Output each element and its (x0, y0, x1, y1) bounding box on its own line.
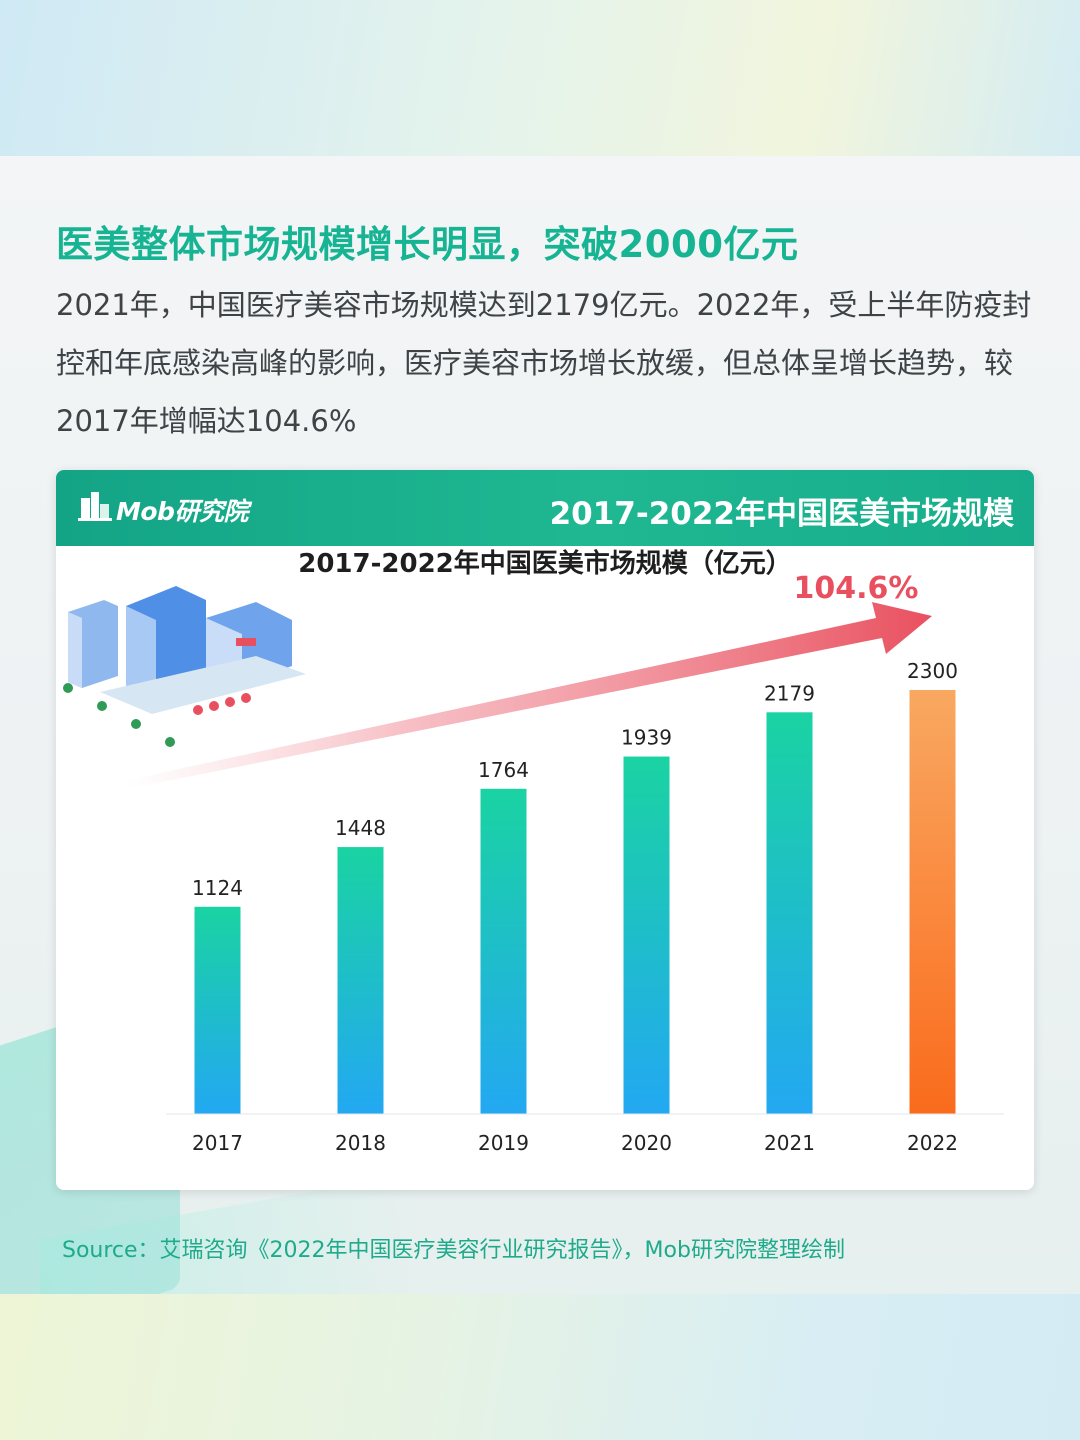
data-label-2017: 1124 (192, 876, 243, 900)
bottom-background-band (0, 1294, 1080, 1440)
x-tick-2022: 2022 (907, 1131, 958, 1155)
top-background-band (0, 0, 1080, 156)
source-note: Source：艾瑞咨询《2022年中国医疗美容行业研究报告》，Mob研究院整理绘… (62, 1238, 845, 1263)
x-tick-2018: 2018 (335, 1131, 386, 1155)
bar-chart: 2017-2022年中国医美市场规模（亿元） 104.6% 1124 2017 14… (63, 548, 1004, 1155)
chart-header: Mob研究院 2017-2022年中国医美市场规模 (56, 470, 1034, 546)
building-logo-icon (78, 492, 112, 521)
bar-2017 (194, 906, 241, 1114)
bar-2021 (766, 712, 813, 1114)
content-card: 医美整体市场规模增长明显，突破2000亿元 2021年，中国医疗美容市场规模达到… (0, 156, 1080, 1294)
hospital-illustration-icon (63, 586, 306, 747)
x-tick-2021: 2021 (764, 1131, 815, 1155)
bar-2020 (623, 756, 670, 1114)
logo-text: Mob研究院 (116, 497, 248, 526)
data-label-2022: 2300 (907, 659, 958, 683)
bar-series: 1124 2017 1448 2018 1764 2019 1939 2020 2179 2021… (166, 659, 1004, 1155)
data-label-2019: 1764 (478, 758, 529, 782)
chart-header-title: 2017-2022年中国医美市场规模 (549, 496, 1014, 532)
x-tick-2017: 2017 (192, 1131, 243, 1155)
bar-2022 (909, 690, 956, 1114)
x-tick-2020: 2020 (621, 1131, 672, 1155)
chart-title: 2017-2022年中国医美市场规模（亿元） (298, 548, 792, 579)
growth-annotation: 104.6% (794, 571, 919, 606)
data-label-2021: 2179 (764, 681, 815, 705)
chart-panel: Mob研究院 2017-2022年中国医美市场规模 (56, 470, 1034, 1190)
bar-2018 (337, 847, 384, 1114)
headline: 医美整体市场规模增长明显，突破2000亿元 (56, 223, 799, 266)
x-tick-2019: 2019 (478, 1131, 529, 1155)
growth-arrow (128, 602, 932, 788)
bar-2019 (480, 788, 527, 1114)
data-label-2020: 1939 (621, 726, 672, 750)
data-label-2018: 1448 (335, 816, 386, 840)
intro-paragraph: 2021年，中国医疗美容市场规模达到2179亿元。2022年，受上半年防疫封控和… (56, 288, 1032, 438)
